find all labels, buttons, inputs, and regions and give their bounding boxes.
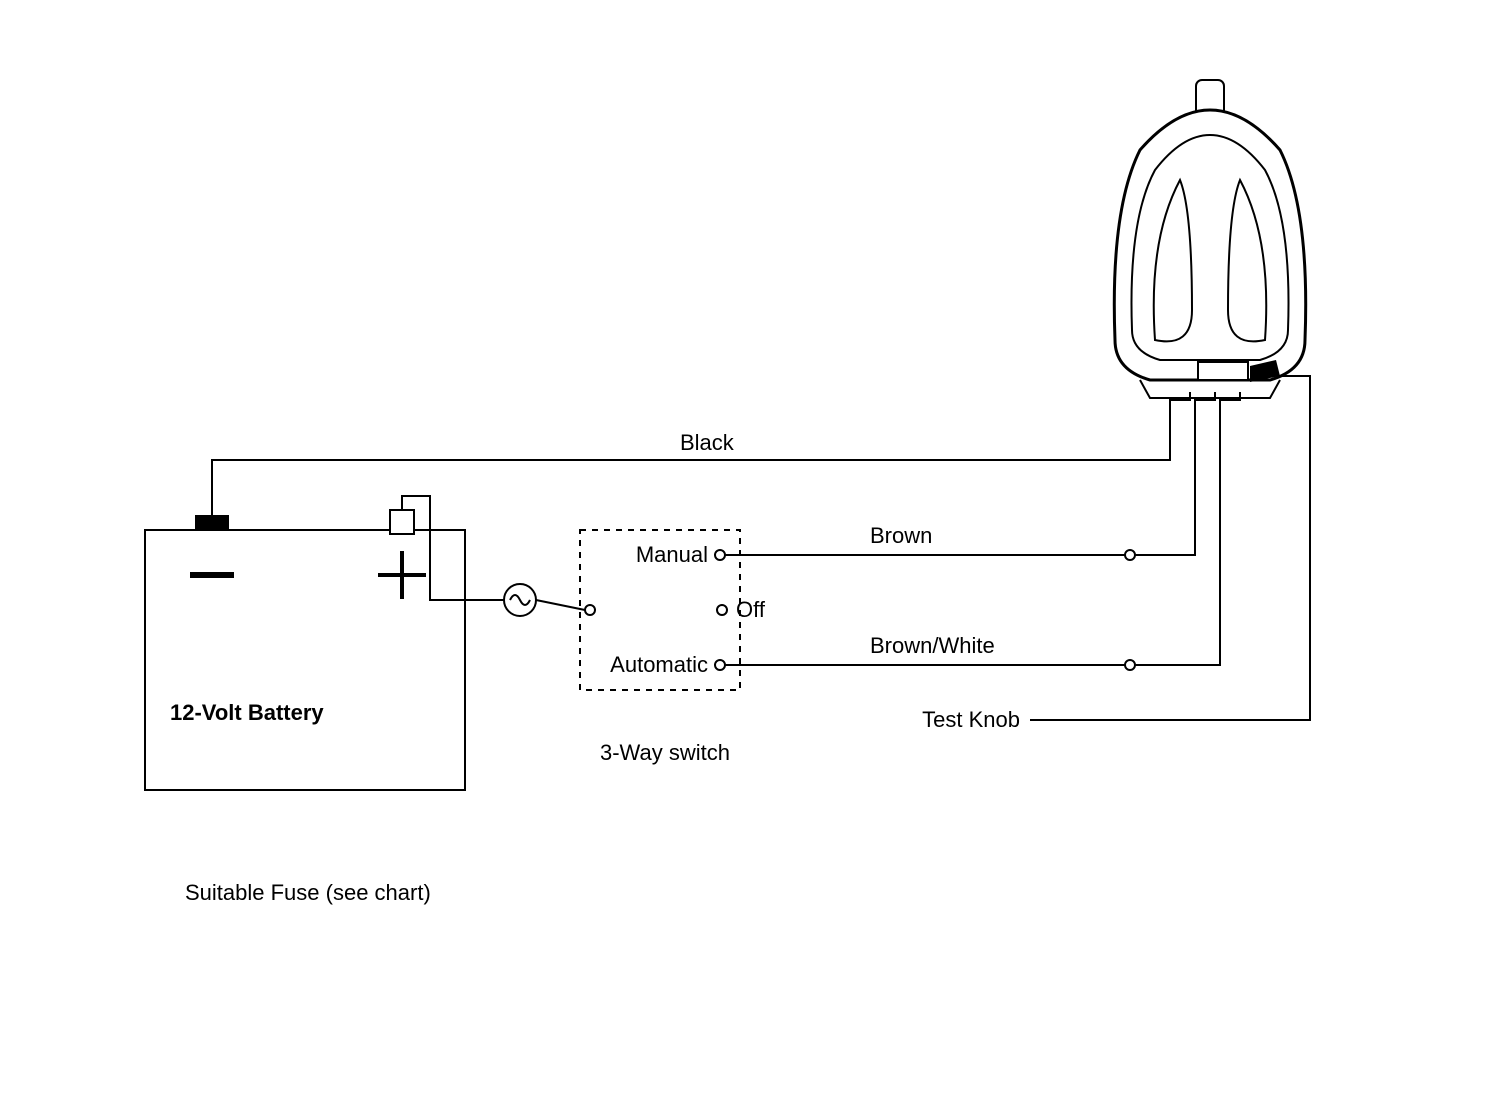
wire-brown-label: Brown: [870, 523, 932, 548]
battery-neg-terminal: [195, 515, 229, 531]
battery-body: [145, 530, 465, 790]
wire-brown-white-label: Brown/White: [870, 633, 995, 658]
switch-terminal-automatic: [715, 660, 725, 670]
battery-pos-terminal: [390, 510, 414, 534]
wire-brown-terminal: [1125, 550, 1135, 560]
test-knob-label: Test Knob: [922, 707, 1020, 732]
switch-pos-automatic: Automatic: [610, 652, 708, 677]
wiring-diagram: 12-Volt Battery Suitable Fuse (see chart)…: [0, 0, 1500, 1100]
wire-brown: [725, 392, 1215, 555]
pump-connector: [1198, 362, 1248, 380]
switch-pos-manual: Manual: [636, 542, 708, 567]
switch-pos-off: Off: [736, 597, 766, 622]
switch-label: 3-Way switch: [600, 740, 730, 765]
wire-brown-white-terminal: [1125, 660, 1135, 670]
switch-terminal-in: [585, 605, 595, 615]
fuse-squiggle: [510, 595, 530, 605]
fuse-label: Suitable Fuse (see chart): [185, 880, 431, 905]
wire-brown-white: [725, 392, 1240, 665]
wire-fuse-to-switch: [536, 600, 585, 610]
battery-label: 12-Volt Battery: [170, 700, 324, 725]
switch-terminal-manual: [715, 550, 725, 560]
switch-terminal-off: [717, 605, 727, 615]
wire-black-label: Black: [680, 430, 735, 455]
bilge-pump: [1114, 80, 1305, 398]
wire-pos-to-fuse: [402, 496, 504, 600]
